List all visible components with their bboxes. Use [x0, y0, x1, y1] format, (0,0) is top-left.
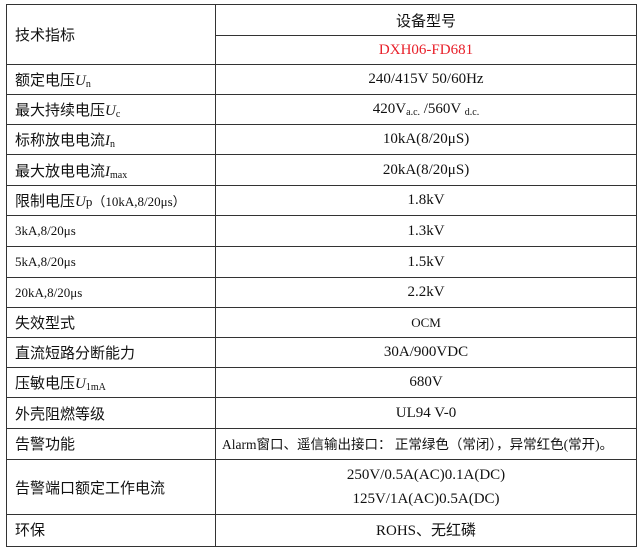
row-value: 1.5kV [215, 246, 637, 278]
table-row: 最大放电电流Imax 20kA(8/20μS) [6, 154, 637, 186]
table-row: 额定电压Un 240/415V 50/60Hz [6, 64, 637, 95]
table-row: 20kA,8/20μs 2.2kV [6, 277, 637, 308]
table-row: 最大持续电压Uc 420Va.c. /560V d.c. [6, 94, 637, 125]
row-value: ROHS、无红磷 [215, 514, 637, 547]
table-row: 告警功能 Alarm窗口、遥信输出接口： 正常绿色（常闭），异常红色(常开)。 [6, 428, 637, 460]
model-name: DXH06-FD681 [215, 35, 637, 65]
row-label: 环保 [6, 514, 216, 547]
row-label: 最大持续电压Uc [6, 94, 216, 125]
spec-table: 技术指标 设备型号 DXH06-FD681 额定电压Un 240/415V 50… [6, 4, 637, 547]
row-label: 告警端口额定工作电流 [6, 459, 216, 515]
row-value: 10kA(8/20μS) [215, 124, 637, 155]
row-label: 5kA,8/20μs [6, 246, 216, 278]
row-label: 3kA,8/20μs [6, 215, 216, 247]
row-value: 30A/900VDC [215, 337, 637, 368]
row-label: 最大放电电流Imax [6, 154, 216, 186]
row-value: 20kA(8/20μS) [215, 154, 637, 186]
table-row: 外壳阻燃等级 UL94 V-0 [6, 397, 637, 429]
table-row: 压敏电压U1mA 680V [6, 367, 637, 398]
row-value: Alarm窗口、遥信输出接口： 正常绿色（常闭），异常红色(常开)。 [215, 428, 637, 460]
header-row: 技术指标 设备型号 [6, 4, 637, 65]
row-label: 限制电压Up（10kA,8/20μs） [6, 185, 216, 216]
row-value: OCM [215, 307, 637, 338]
row-label: 额定电压Un [6, 64, 216, 95]
row-label: 失效型式 [6, 307, 216, 338]
table-row: 直流短路分断能力 30A/900VDC [6, 337, 637, 368]
row-label: 直流短路分断能力 [6, 337, 216, 368]
value-line: 125V/1A(AC)0.5A(DC) [352, 491, 500, 507]
table-row: 失效型式 OCM [6, 307, 637, 338]
row-value: 2.2kV [215, 277, 637, 308]
row-value: 1.3kV [215, 215, 637, 247]
row-value: 250V/0.5A(AC)0.1A(DC) 125V/1A(AC)0.5A(DC… [215, 459, 637, 515]
table-row: 5kA,8/20μs 1.5kV [6, 246, 637, 278]
row-value: 420Va.c. /560V d.c. [215, 94, 637, 125]
row-value: 680V [215, 367, 637, 398]
table-row: 3kA,8/20μs 1.3kV [6, 215, 637, 247]
row-value: UL94 V-0 [215, 397, 637, 429]
row-value: 240/415V 50/60Hz [215, 64, 637, 95]
table-row: 环保 ROHS、无红磷 [6, 514, 637, 547]
header-label: 技术指标 [6, 4, 216, 65]
row-label: 标称放电电流In [6, 124, 216, 155]
row-label: 外壳阻燃等级 [6, 397, 216, 429]
value-line: 250V/0.5A(AC)0.1A(DC) [346, 467, 506, 483]
model-row: DXH06-FD681 [7, 35, 637, 65]
row-label: 压敏电压U1mA [6, 367, 216, 398]
row-label: 20kA,8/20μs [6, 277, 216, 308]
table-row: 告警端口额定工作电流 250V/0.5A(AC)0.1A(DC) 125V/1A… [6, 459, 637, 515]
model-heading: 设备型号 [215, 4, 637, 36]
table-row: 标称放电电流In 10kA(8/20μS) [6, 124, 637, 155]
row-label: 告警功能 [6, 428, 216, 460]
row-value: 1.8kV [215, 185, 637, 216]
table-row: 限制电压Up（10kA,8/20μs） 1.8kV [6, 185, 637, 216]
